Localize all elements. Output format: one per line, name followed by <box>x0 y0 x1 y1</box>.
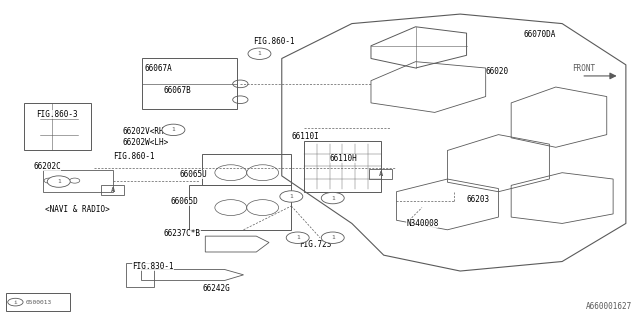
Text: A: A <box>111 187 115 193</box>
Circle shape <box>47 176 70 187</box>
Text: 1: 1 <box>172 127 175 132</box>
Text: 1: 1 <box>289 194 293 199</box>
Circle shape <box>248 48 271 60</box>
Text: N340008: N340008 <box>406 219 438 228</box>
Text: 66065D: 66065D <box>170 197 198 206</box>
Text: 66237C*B: 66237C*B <box>164 229 201 238</box>
Text: 66203: 66203 <box>467 195 490 204</box>
Text: 66242G: 66242G <box>202 284 230 293</box>
Text: 66020: 66020 <box>486 67 509 76</box>
Text: 1: 1 <box>331 196 335 201</box>
Text: A660001627: A660001627 <box>586 302 632 311</box>
Circle shape <box>321 232 344 244</box>
Circle shape <box>286 232 309 244</box>
Text: FIG.860-3: FIG.860-3 <box>36 109 78 118</box>
Text: 66202V<RH>: 66202V<RH> <box>122 127 169 136</box>
Text: 66065U: 66065U <box>180 170 207 179</box>
Circle shape <box>162 124 185 136</box>
Text: 1: 1 <box>296 235 300 240</box>
Text: 1: 1 <box>257 51 261 56</box>
Text: A: A <box>378 171 383 177</box>
Circle shape <box>321 192 344 204</box>
Circle shape <box>280 191 303 202</box>
Text: 66067B: 66067B <box>164 86 191 95</box>
Text: 1: 1 <box>57 179 61 184</box>
Text: 66110H: 66110H <box>330 154 357 163</box>
Text: 66202W<LH>: 66202W<LH> <box>122 138 169 147</box>
Text: 1: 1 <box>331 235 335 240</box>
Text: FIG.723: FIG.723 <box>300 240 332 249</box>
Text: i: i <box>13 300 17 305</box>
Text: FRONT: FRONT <box>572 64 595 73</box>
Text: 66202C: 66202C <box>33 162 61 171</box>
Text: <NAVI & RADIO>: <NAVI & RADIO> <box>45 205 109 214</box>
Text: FIG.830-1: FIG.830-1 <box>132 262 173 271</box>
Text: 66070DA: 66070DA <box>524 30 556 39</box>
Text: 0500013: 0500013 <box>26 300 52 305</box>
Text: FIG.860-1: FIG.860-1 <box>253 36 294 45</box>
Text: FIG.860-1: FIG.860-1 <box>113 152 154 161</box>
Text: 66067A: 66067A <box>145 63 173 73</box>
Text: 66110I: 66110I <box>291 132 319 141</box>
